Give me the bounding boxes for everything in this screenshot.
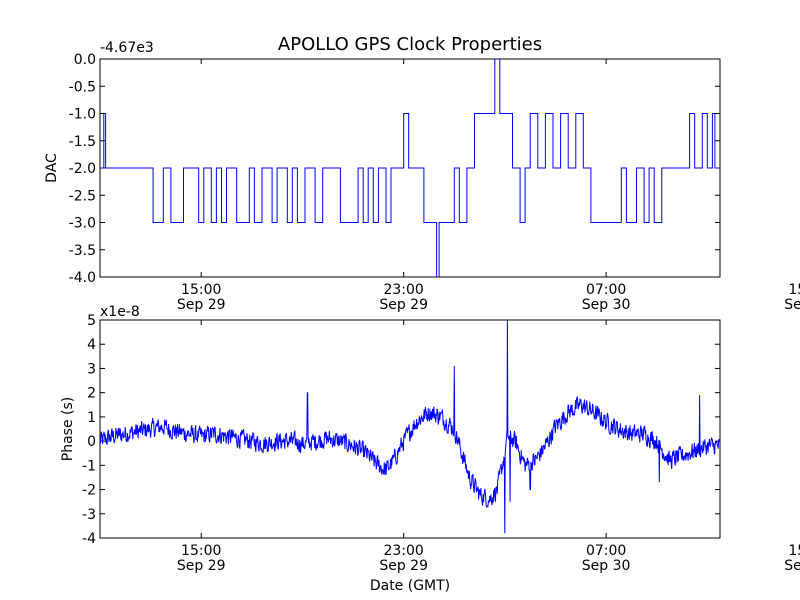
dac-ytick-label: -0.5	[69, 79, 96, 95]
dac-xtick-date: Sep 29	[177, 297, 226, 313]
phase-series-line	[100, 320, 720, 534]
phase-ylabel: Phase (s)	[60, 397, 76, 461]
phase-panel-frame	[99, 319, 721, 539]
dac-ytick-label: -3.0	[69, 216, 96, 232]
phase-xtick-date: Sep 29	[379, 558, 428, 574]
dac-xtick-time: 23:00	[383, 282, 423, 298]
dac-xtick-time: 15:00	[181, 282, 221, 298]
phase-offset-text: x1e-8	[100, 304, 140, 320]
dac-panel: -4.67e3 DAC 0.0 -0.5 -1.0 -1.5 -2.0 -2.5 -3.0 -…	[44, 40, 800, 313]
phase-ytick-label: 2	[87, 386, 96, 402]
phase-ytick-label: 3	[87, 361, 96, 377]
phase-xtick-time: 23:00	[383, 543, 423, 559]
dac-ytick-label: -2.5	[69, 188, 96, 204]
phase-ytick-label: -4	[82, 531, 96, 547]
phase-ytick-label: 4	[87, 337, 96, 353]
phase-xtick-time: 15:00	[788, 543, 800, 559]
phase-ytick-label: -1	[82, 458, 96, 474]
dac-xtick-date: Sep 30	[582, 297, 631, 313]
dac-series-line	[100, 59, 720, 277]
phase-ytick-label: 5	[87, 313, 96, 329]
phase-ytick-label: 1	[87, 410, 96, 426]
dac-ylabel: DAC	[44, 153, 60, 183]
phase-ytick-label: -2	[82, 483, 96, 499]
chart-title: APOLLO GPS Clock Properties	[278, 34, 542, 55]
dac-xtick-time: 15:00	[788, 282, 800, 298]
phase-xtick-date: Sep 30	[784, 558, 800, 574]
dac-xtick-date: Sep 30	[784, 297, 800, 313]
dac-ytick-label: -2.0	[69, 161, 96, 177]
dac-xtick-time: 07:00	[586, 282, 626, 298]
phase-ytick-label: 0	[87, 434, 96, 450]
dac-ytick-label: -3.5	[69, 243, 96, 259]
phase-xtick-time: 15:00	[181, 543, 221, 559]
dac-ytick-label: -1.5	[69, 134, 96, 150]
phase-xlabel: Date (GMT)	[370, 578, 450, 594]
phase-xtick-date: Sep 29	[177, 558, 226, 574]
phase-ytick-label: -3	[82, 507, 96, 523]
dac-offset-text: -4.67e3	[100, 40, 154, 56]
dac-ytick-label: -4.0	[69, 270, 96, 286]
phase-xtick-time: 07:00	[586, 543, 626, 559]
phase-xtick-date: Sep 30	[582, 558, 631, 574]
dac-xtick-date: Sep 29	[379, 297, 428, 313]
dac-ytick-label: -1.0	[69, 107, 96, 123]
phase-panel: x1e-8 Phase (s) Date (GMT) 5 4 3 2 1 0 -1 -2 -3 -…	[60, 304, 800, 594]
dac-ytick-label: 0.0	[74, 52, 96, 68]
